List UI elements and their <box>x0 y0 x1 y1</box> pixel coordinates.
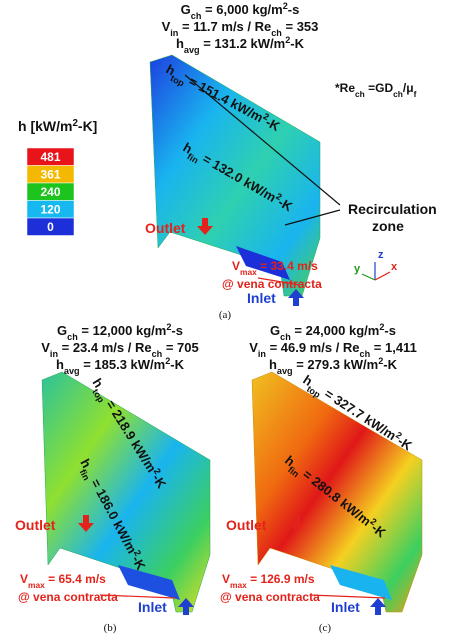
inlet-label: Inlet <box>331 599 360 615</box>
vmax-label: Vmax = 126.9 m/s <box>222 572 315 590</box>
text-part: h [kW/m <box>18 118 72 134</box>
text-part: V <box>222 572 230 586</box>
text-part: = 705 <box>162 340 199 355</box>
text-part: G <box>270 323 280 338</box>
text-part: = 12,000 kg/m <box>78 323 167 338</box>
axis-y <box>362 274 375 280</box>
text-part: h <box>269 357 277 372</box>
text-part: = 131.2 kW/m <box>200 36 286 51</box>
text-part: G <box>181 2 191 17</box>
text-part: = 23.4 m/s / Re <box>58 340 152 355</box>
text-part: = 46.9 m/s / Re <box>266 340 360 355</box>
text-part: -K <box>290 36 304 51</box>
axis-x <box>375 272 390 280</box>
text-part: = 24,000 kg/m <box>291 323 380 338</box>
vena-label: @ vena contracta <box>222 277 322 291</box>
text-part: G <box>57 323 67 338</box>
text-part: = 353 <box>282 19 319 34</box>
text-part: = 65.4 m/s <box>45 572 106 586</box>
figure: 4813612401200 h [kW/m2-K] *Rech =GDch/μf… <box>0 0 450 637</box>
inlet-label: Inlet <box>138 599 167 615</box>
inlet-label: Inlet <box>247 290 276 306</box>
legend-label: 0 <box>47 220 54 234</box>
text-part: V <box>249 340 258 355</box>
text-part: V <box>20 572 28 586</box>
text-part: in <box>258 349 266 359</box>
caption: (c) <box>319 622 332 634</box>
text-part: max <box>28 580 45 590</box>
legend-title: h [kW/m2-K] <box>18 118 97 135</box>
text-part: -K <box>170 357 184 372</box>
condition: Gch = 12,000 kg/m2-s <box>57 322 183 342</box>
condition: havg = 279.3 kW/m2-K <box>269 356 398 376</box>
text-part: avg <box>184 45 200 55</box>
axis-label: y <box>354 263 361 275</box>
pointer <box>310 595 385 598</box>
legend-label: 120 <box>40 203 60 217</box>
text-part: -s <box>171 323 183 338</box>
outlet-label: Outlet <box>226 517 267 533</box>
text-part: h <box>56 357 64 372</box>
text-part: ch <box>393 89 403 99</box>
condition: havg = 131.2 kW/m2-K <box>176 35 305 55</box>
text-part: = 185.3 kW/m <box>80 357 166 372</box>
note: *Rech =GDch/μf <box>335 81 417 99</box>
legend: 481 361 240 120 0 <box>27 148 74 236</box>
text-part: h <box>176 36 184 51</box>
text-part: -K <box>383 357 397 372</box>
text-part: =GD <box>365 81 394 95</box>
text-part: ch <box>355 89 365 99</box>
text-part: V <box>162 19 171 34</box>
text-part: = 33.4 m/s <box>257 259 318 273</box>
text-part: max <box>230 580 247 590</box>
vena-label: @ vena contracta <box>18 590 118 604</box>
text-part: = 11.7 m/s / Re <box>178 19 271 34</box>
legend-label: 240 <box>40 185 60 199</box>
vena-label: @ vena contracta <box>220 590 320 604</box>
annotation: zone <box>372 218 404 234</box>
text-part: max <box>240 267 257 277</box>
axis-label: z <box>378 249 384 261</box>
outlet-label: Outlet <box>15 517 56 533</box>
text-part: = 1,411 <box>370 340 417 355</box>
condition: Gch = 24,000 kg/m2-s <box>270 322 396 342</box>
vmax-label: Vmax = 65.4 m/s <box>20 572 106 590</box>
caption: (a) <box>219 309 232 321</box>
text-part: = 279.3 kW/m <box>293 357 379 372</box>
text-part: /μ <box>403 81 414 95</box>
text-part: -s <box>384 323 396 338</box>
axis-label: x <box>391 261 398 273</box>
text-part: avg <box>64 366 80 376</box>
text-part: *Re <box>335 81 355 95</box>
outlet-label: Outlet <box>145 220 186 236</box>
annotation: Recirculation <box>348 201 437 217</box>
text-part: -K] <box>78 118 97 134</box>
condition: havg = 185.3 kW/m2-K <box>56 356 185 376</box>
legend-label: 481 <box>40 150 60 164</box>
text-part: f <box>414 89 417 99</box>
text-part: -s <box>288 2 300 17</box>
condition: Gch = 6,000 kg/m2-s <box>181 1 300 21</box>
text-part: V <box>41 340 50 355</box>
text-part: avg <box>277 366 293 376</box>
text-part: = 126.9 m/s <box>247 572 315 586</box>
legend-label: 361 <box>40 168 60 182</box>
caption: (b) <box>104 622 117 634</box>
text-part: = 6,000 kg/m <box>201 2 282 17</box>
text-part: V <box>232 259 240 273</box>
